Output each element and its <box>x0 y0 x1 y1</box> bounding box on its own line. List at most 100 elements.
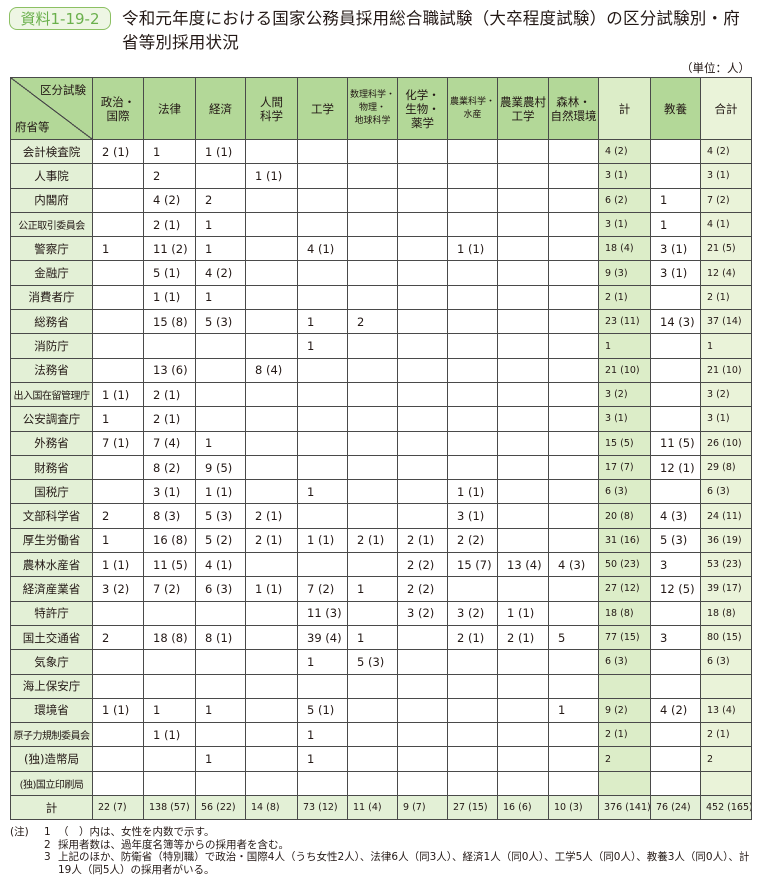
table-cell <box>92 454 144 481</box>
table-cell: 1 (1) <box>447 479 498 505</box>
table-cell: 3 <box>650 552 701 578</box>
table-cell <box>245 746 298 772</box>
table-cell <box>548 211 599 238</box>
table-cell: 2 <box>195 187 246 213</box>
table-cell <box>245 138 298 165</box>
table-cell <box>297 187 348 213</box>
table-cell <box>447 673 498 699</box>
table-cell <box>297 211 348 238</box>
table-cell <box>397 163 448 189</box>
table-cell <box>650 163 701 189</box>
table-cell: 12 (1) <box>650 454 701 481</box>
note-label <box>10 851 44 876</box>
table-cell: 1 <box>650 211 701 238</box>
table-cell: 4 (2) <box>650 697 701 724</box>
row-header: 計 <box>10 795 93 821</box>
table-cell: 76 (24) <box>650 795 701 821</box>
table-cell: 26 (10) <box>700 430 752 456</box>
table-cell <box>347 211 398 238</box>
table-cell <box>245 454 298 481</box>
table-cell <box>195 600 246 626</box>
row-header: 公正取引委員会 <box>10 211 93 238</box>
table-cell <box>347 381 398 408</box>
table-cell: 1 (1) <box>195 138 246 165</box>
table-cell <box>497 527 549 554</box>
table-cell <box>548 357 599 383</box>
table-cell <box>245 211 298 238</box>
table-cell: 16 (8) <box>143 527 196 554</box>
table-row: 厚生労働省 1 16 (8) 5 (2) 2 (1) 1 (1) 2 (1) 2 (1) 2 (… <box>10 527 752 554</box>
table-cell: 3 (1) <box>598 163 651 189</box>
table-cell <box>143 746 196 772</box>
table-cell <box>447 454 498 481</box>
table-cell <box>347 479 398 505</box>
table-cell <box>548 187 599 213</box>
table-cell <box>497 746 549 772</box>
table-cell: 1 (1) <box>245 576 298 602</box>
table-cell <box>548 770 599 797</box>
table-cell <box>397 138 448 165</box>
row-header: 厚生労働省 <box>10 527 93 554</box>
table-cell <box>297 406 348 432</box>
note-item: 3 上記のほか、防衛省（特別職）で政治・国際4人（うち女性2人）、法律6人（同3人… <box>10 851 755 876</box>
table-cell <box>195 770 246 797</box>
corner-header: 区分試験 府省等 <box>10 77 93 140</box>
table-cell <box>447 284 498 311</box>
table-cell <box>297 284 348 311</box>
table-cell: 138 (57) <box>143 795 196 821</box>
table-cell <box>447 430 498 456</box>
table-cell: 1 (1) <box>245 163 298 189</box>
table-cell: 7 (2) <box>143 576 196 602</box>
table-cell <box>245 552 298 578</box>
table-cell: 1 (1) <box>92 381 144 408</box>
note-label <box>10 839 44 852</box>
table-cell: 56 (22) <box>195 795 246 821</box>
table-cell: 77 (15) <box>598 624 651 651</box>
table-cell <box>397 333 448 359</box>
table-cell <box>548 454 599 481</box>
table-cell <box>195 649 246 675</box>
table-cell: 18 (8) <box>143 624 196 651</box>
table-cell <box>92 284 144 311</box>
table-cell <box>497 284 549 311</box>
table-row: 文部科学省 2 8 (3) 5 (3) 2 (1) 3 (1) 20 (8) 4 (3) 24 … <box>10 503 752 529</box>
table-cell <box>347 260 398 286</box>
table-cell <box>397 722 448 748</box>
table-cell: 8 (2) <box>143 454 196 481</box>
table-cell <box>347 406 398 432</box>
table-cell <box>245 381 298 408</box>
table-row: 人事院 2 1 (1) 3 (1) 3 (1) <box>10 163 752 189</box>
table-cell: 27 (12) <box>598 576 651 602</box>
table-cell <box>497 454 549 481</box>
row-header: 出入国在留管理庁 <box>10 381 93 408</box>
table-cell <box>548 284 599 311</box>
table-cell <box>92 479 144 505</box>
table-cell: 1 <box>195 284 246 311</box>
table-cell <box>245 430 298 456</box>
table-cell <box>245 406 298 432</box>
table-cell: 1 <box>297 746 348 772</box>
table-cell: 11 (4) <box>347 795 398 821</box>
table-cell: 3 (2) <box>397 600 448 626</box>
table-cell: 1 <box>347 576 398 602</box>
table-cell <box>92 746 144 772</box>
table-cell <box>347 600 398 626</box>
row-header: (独)造幣局 <box>10 746 93 772</box>
table-cell: 3 (2) <box>598 381 651 408</box>
note-text: （ ）内は、女性を内数で示す。 <box>58 826 215 838</box>
table-cell: 1 <box>598 333 651 359</box>
table-cell <box>447 770 498 797</box>
table-cell <box>548 430 599 456</box>
table-cell: 452 (165) <box>700 795 752 821</box>
table-cell: 4 (2) <box>143 187 196 213</box>
column-header: 農業科学・ 水産 <box>447 77 498 140</box>
table-cell: 11 (3) <box>297 600 348 626</box>
table-cell <box>397 770 448 797</box>
table-cell <box>245 624 298 651</box>
table-cell: 11 (5) <box>143 552 196 578</box>
table-cell: 15 (8) <box>143 309 196 335</box>
table-cell <box>497 187 549 213</box>
table-cell: 3 <box>650 624 701 651</box>
table-cell <box>397 624 448 651</box>
table-cell <box>548 503 599 529</box>
